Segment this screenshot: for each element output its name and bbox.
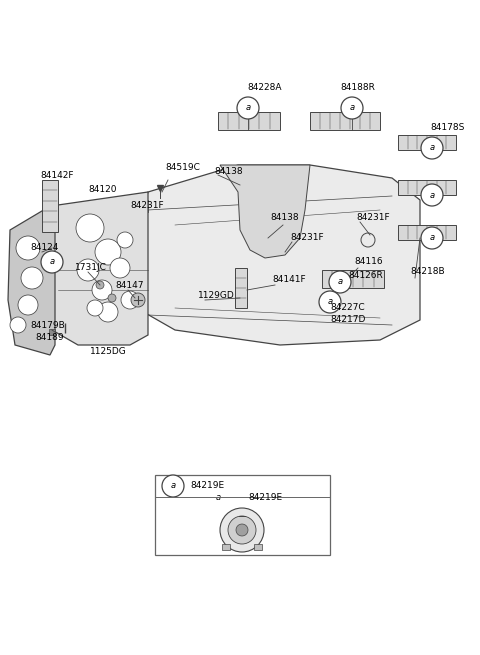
- Circle shape: [131, 293, 145, 307]
- Bar: [218, 112, 280, 130]
- Circle shape: [98, 302, 118, 322]
- Circle shape: [341, 97, 363, 119]
- Circle shape: [41, 251, 63, 273]
- Bar: [398, 180, 456, 195]
- Bar: [155, 475, 330, 555]
- Text: 84231F: 84231F: [356, 214, 390, 223]
- Text: a: a: [327, 297, 333, 307]
- Circle shape: [237, 97, 259, 119]
- Text: 84519C: 84519C: [165, 164, 200, 172]
- Circle shape: [21, 267, 43, 289]
- Circle shape: [329, 271, 351, 293]
- Circle shape: [207, 487, 229, 509]
- Text: 84218B: 84218B: [410, 267, 444, 276]
- Bar: [310, 112, 380, 130]
- Text: 84228A: 84228A: [248, 83, 282, 92]
- Text: 84126R: 84126R: [348, 271, 383, 280]
- Circle shape: [121, 291, 139, 309]
- Text: a: a: [49, 257, 55, 267]
- Bar: [398, 225, 456, 240]
- Text: 84147: 84147: [115, 280, 144, 290]
- Text: 84116: 84116: [354, 257, 383, 267]
- Text: 1129GD: 1129GD: [198, 291, 235, 299]
- Circle shape: [319, 291, 341, 313]
- Text: a: a: [216, 493, 221, 502]
- Text: 84138: 84138: [214, 168, 242, 176]
- Circle shape: [108, 294, 116, 302]
- Text: 1125DG: 1125DG: [90, 348, 127, 356]
- Circle shape: [18, 295, 38, 315]
- Circle shape: [421, 184, 443, 206]
- Text: 84189: 84189: [35, 333, 64, 341]
- Bar: [235, 268, 247, 308]
- Text: 1731JC: 1731JC: [75, 263, 107, 272]
- Text: a: a: [337, 278, 343, 286]
- Bar: [222, 544, 230, 550]
- Circle shape: [110, 258, 130, 278]
- Circle shape: [76, 214, 104, 242]
- Text: a: a: [349, 103, 355, 113]
- Text: 84219E: 84219E: [248, 493, 282, 502]
- Circle shape: [96, 281, 104, 289]
- Bar: [398, 135, 456, 150]
- Text: 84124: 84124: [30, 244, 59, 252]
- Text: 84179B: 84179B: [30, 320, 65, 329]
- Circle shape: [220, 508, 264, 552]
- Circle shape: [421, 137, 443, 159]
- Circle shape: [95, 239, 121, 265]
- Text: 84142F: 84142F: [40, 170, 73, 179]
- Text: a: a: [170, 481, 176, 491]
- Text: a: a: [430, 233, 434, 242]
- Circle shape: [16, 236, 40, 260]
- Polygon shape: [8, 205, 55, 355]
- Circle shape: [162, 475, 184, 497]
- Text: a: a: [430, 143, 434, 153]
- Circle shape: [10, 317, 26, 333]
- Text: 84217D: 84217D: [330, 316, 365, 324]
- Polygon shape: [140, 165, 420, 345]
- Bar: [42, 180, 58, 232]
- Text: a: a: [245, 103, 251, 113]
- Circle shape: [228, 516, 256, 544]
- Text: 84227C: 84227C: [330, 303, 365, 312]
- Text: 84231F: 84231F: [130, 200, 164, 210]
- Circle shape: [92, 280, 112, 300]
- Polygon shape: [220, 165, 310, 258]
- Circle shape: [236, 524, 248, 536]
- Circle shape: [421, 227, 443, 249]
- Circle shape: [77, 259, 99, 281]
- Text: 84219E: 84219E: [190, 481, 224, 491]
- Text: 84188R: 84188R: [341, 83, 375, 92]
- Text: a: a: [430, 191, 434, 200]
- Circle shape: [117, 232, 133, 248]
- Bar: [322, 270, 384, 288]
- Text: 84120: 84120: [88, 185, 117, 195]
- Text: 84141F: 84141F: [272, 276, 306, 284]
- Bar: [254, 544, 262, 550]
- Polygon shape: [48, 192, 148, 345]
- Text: 84231F: 84231F: [290, 233, 324, 242]
- Text: 84178S: 84178S: [430, 124, 464, 132]
- Text: 84138: 84138: [271, 214, 300, 223]
- Circle shape: [87, 300, 103, 316]
